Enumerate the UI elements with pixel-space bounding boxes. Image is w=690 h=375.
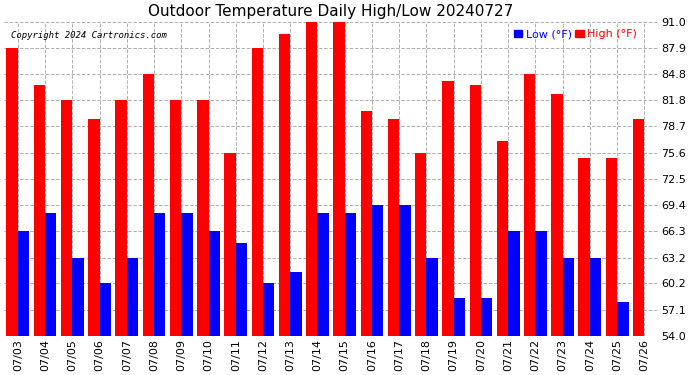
Bar xyxy=(551,94,563,336)
Bar xyxy=(252,48,263,336)
Bar xyxy=(400,205,411,336)
Bar xyxy=(361,111,372,336)
Bar xyxy=(345,213,356,336)
Bar xyxy=(481,298,493,336)
Bar xyxy=(34,86,45,336)
Bar xyxy=(606,158,617,336)
Bar xyxy=(115,100,127,336)
Bar xyxy=(263,283,275,336)
Bar xyxy=(18,231,29,336)
Bar xyxy=(197,100,208,336)
Bar xyxy=(208,231,220,336)
Bar xyxy=(127,258,138,336)
Bar xyxy=(590,258,602,336)
Text: Copyright 2024 Cartronics.com: Copyright 2024 Cartronics.com xyxy=(11,31,166,40)
Bar xyxy=(415,153,426,336)
Bar xyxy=(454,298,465,336)
Bar xyxy=(61,100,72,336)
Bar xyxy=(6,48,18,336)
Bar xyxy=(442,81,454,336)
Bar xyxy=(88,119,99,336)
Bar xyxy=(306,22,317,336)
Bar xyxy=(317,213,329,336)
Bar xyxy=(633,119,644,336)
Bar xyxy=(279,34,290,336)
Bar xyxy=(99,283,111,336)
Bar xyxy=(236,243,247,336)
Bar xyxy=(170,100,181,336)
Title: Outdoor Temperature Daily High/Low 20240727: Outdoor Temperature Daily High/Low 20240… xyxy=(148,4,514,19)
Bar xyxy=(535,231,547,336)
Bar xyxy=(469,86,481,336)
Bar xyxy=(578,158,590,336)
Bar xyxy=(617,302,629,336)
Bar xyxy=(143,74,154,336)
Bar xyxy=(426,258,438,336)
Bar xyxy=(333,22,345,336)
Bar xyxy=(388,119,400,336)
Legend: Low (°F), High (°F): Low (°F), High (°F) xyxy=(511,27,640,42)
Bar xyxy=(524,74,535,336)
Bar xyxy=(372,205,384,336)
Bar xyxy=(290,272,302,336)
Bar xyxy=(72,258,83,336)
Bar xyxy=(45,213,57,336)
Bar xyxy=(497,141,509,336)
Bar xyxy=(509,231,520,336)
Bar xyxy=(563,258,574,336)
Bar xyxy=(154,213,166,336)
Bar xyxy=(224,153,236,336)
Bar xyxy=(181,213,193,336)
